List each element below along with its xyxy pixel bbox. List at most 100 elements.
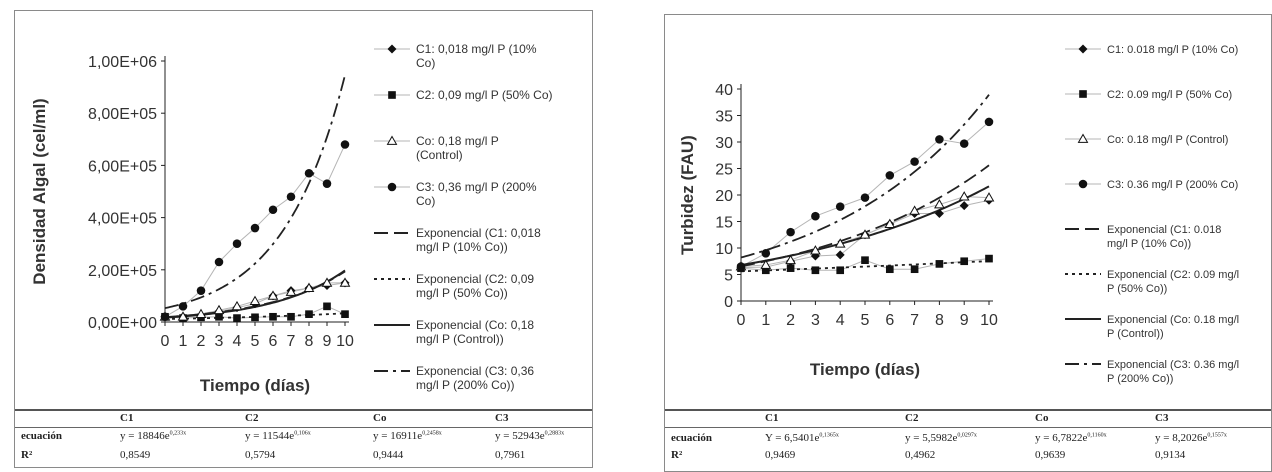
table-header-c2: C2 [905, 412, 919, 424]
equation-c2: y = 5,5982e0,0297x [905, 432, 977, 444]
y-tick-label: 35 [715, 109, 733, 126]
trendline-4 [164, 74, 346, 310]
legend-label: Exponencial (C1: 0.018 mg/l P (10% Co)) [1107, 224, 1221, 250]
legend-marker-triangle [1077, 133, 1089, 143]
x-tick-label: 7 [287, 333, 296, 350]
data-point-circle [250, 223, 260, 233]
data-point-circle [214, 257, 224, 267]
legend-label: Exponencial (C1: 0,018 mg/l P (10% Co)) [416, 226, 541, 254]
r2-c3: 0,7961 [495, 449, 526, 461]
data-point-triangle [909, 205, 920, 215]
equation-co: y = 6,7822e0,1160x [1035, 432, 1107, 444]
x-tick-label: 3 [811, 312, 820, 329]
data-point-diamond [959, 201, 969, 211]
data-point-triangle [810, 245, 821, 255]
table-equation-row: ecuación Y = 6,5401e0,1365x y = 5,5982e0… [665, 430, 1271, 447]
legend-label: Exponencial (C3: 0,36 mg/l P (200% Co)) [416, 364, 534, 392]
y-tick-label: 20 [715, 188, 733, 205]
left-equation-table: C1 C2 Co C3 ecuación y = 18846e0,233x y … [15, 409, 592, 467]
trendline-2 [164, 312, 346, 320]
x-tick-label: 10 [336, 333, 354, 350]
data-point-square [935, 260, 944, 268]
data-point-circle [959, 139, 969, 148]
data-point-square [215, 312, 223, 321]
table-header-co: Co [373, 412, 387, 424]
data-point-circle [885, 171, 895, 180]
data-point-circle [786, 227, 795, 237]
table-equation-row: ecuación y = 18846e0,233x y = 11544e0,10… [15, 428, 592, 445]
table-rule [15, 427, 592, 428]
data-point-triangle [859, 229, 871, 239]
data-point-circle [286, 192, 296, 201]
y-tick-label: 0,00E+00 [88, 315, 157, 332]
data-point-circle [860, 193, 870, 202]
table-header-c1: C1 [765, 412, 779, 424]
x-tick-label: 5 [251, 333, 260, 350]
data-point-circle [984, 117, 994, 127]
data-point-triangle [785, 254, 796, 265]
data-point-triangle [958, 191, 970, 201]
table-header-c3: C3 [1155, 412, 1169, 424]
legend-label: C3: 0.36 mg/l P (200% Co) [1107, 179, 1238, 191]
legend-marker-diamond [1078, 44, 1088, 54]
table-r2-row: R² 0,8549 0,5794 0,9444 0,7961 [15, 447, 592, 464]
data-point-triangle [177, 311, 189, 321]
r2-c1: 0,9469 [765, 449, 796, 461]
legend-marker-triangle [386, 135, 398, 145]
legend-label: C1: 0.018 mg/l P (10% Co) [1107, 44, 1238, 56]
data-point-circle [304, 168, 314, 178]
equation-c2: y = 11544e0,106x [245, 430, 311, 442]
data-point-square [885, 265, 894, 274]
y-tick-label: 5 [724, 268, 733, 285]
y-tick-label: 15 [715, 215, 733, 232]
table-top-rule [15, 409, 592, 411]
x-tick-label: 1 [761, 312, 770, 329]
r2-co: 0,9444 [373, 449, 404, 461]
equation-label: ecuación [671, 432, 712, 444]
data-point-triangle [303, 282, 315, 292]
x-tick-label: 0 [737, 312, 746, 329]
y-tick-label: 8,00E+05 [88, 106, 157, 123]
r2-c2: 0,4962 [905, 449, 936, 461]
data-point-square [811, 266, 820, 275]
x-tick-label: 4 [233, 333, 242, 350]
x-tick-label: 3 [215, 333, 224, 350]
data-point-square [305, 310, 313, 318]
data-point-circle [935, 135, 944, 144]
equation-c3: y = 52943e0,2883x [495, 430, 565, 442]
data-point-square [761, 266, 770, 275]
y-axis-label: Densidad Algal (cel/ml) [30, 98, 49, 284]
x-tick-label: 8 [935, 312, 944, 329]
data-point-square [786, 264, 795, 272]
data-point-square [985, 254, 993, 263]
data-point-triangle [934, 199, 945, 209]
y-tick-label: 40 [715, 82, 733, 99]
table-header-row: C1 C2 Co C3 [665, 410, 1271, 427]
data-point-square [836, 266, 845, 275]
data-point-diamond [835, 250, 845, 260]
x-tick-label: 6 [885, 312, 894, 329]
data-point-triangle [339, 277, 351, 287]
legend: C1: 0.018 mg/l P (10% Co) C2: 0.09 mg/l P… [1065, 44, 1239, 385]
data-point-square [269, 312, 277, 321]
table-header-row: C1 C2 Co C3 [15, 410, 592, 427]
legend-label: Exponencial (Co: 0,18 mg/l P (Control)) [416, 318, 534, 346]
r2-label: R² [21, 449, 33, 461]
data-point-triangle [213, 304, 225, 315]
table-header-c1: C1 [120, 412, 134, 424]
legend-marker-square [388, 91, 396, 99]
r2-c3: 0,9134 [1155, 449, 1186, 461]
legend-marker-diamond [387, 44, 397, 54]
equation-c1: Y = 6,5401e0,1365x [765, 432, 839, 444]
data-point-square [251, 313, 259, 322]
data-point-circle [761, 249, 771, 258]
data-point-circle [196, 286, 206, 295]
x-tick-label: 7 [910, 312, 919, 329]
right-equation-table: C1 C2 Co C3 ecuación Y = 6,5401e0,1365x … [665, 409, 1271, 469]
equation-c3: y = 8,2026e0,1557x [1155, 432, 1227, 444]
legend-label: C3: 0,36 mg/l P (200% Co) [416, 180, 537, 208]
r2-label: R² [671, 449, 683, 461]
data-point-triangle [231, 300, 243, 311]
table-r2-row: R² 0,9469 0,4962 0,9639 0,9134 [665, 447, 1271, 464]
data-point-diamond [934, 209, 944, 219]
